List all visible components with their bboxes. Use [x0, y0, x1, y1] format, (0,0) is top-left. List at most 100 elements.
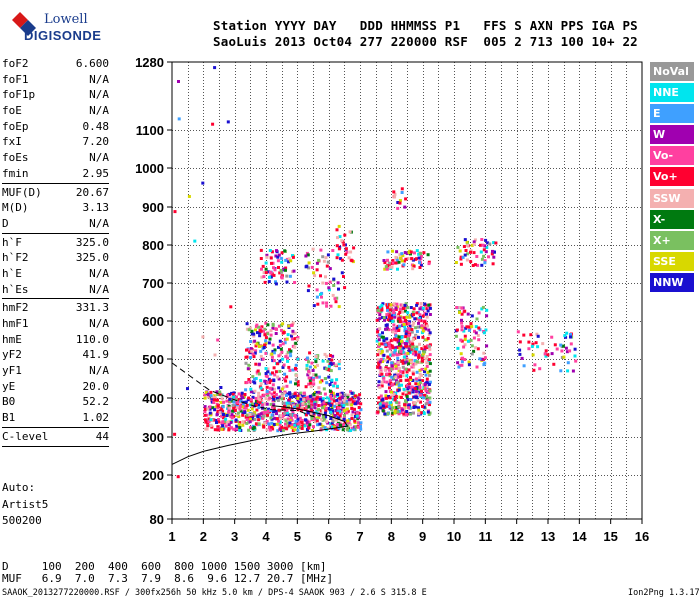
echo-point [410, 328, 414, 331]
echo-point [276, 399, 280, 402]
echo-point [256, 415, 260, 418]
echo-point [282, 385, 286, 389]
echo-point [562, 355, 566, 359]
echo-point [284, 266, 288, 270]
echo-point [520, 356, 524, 360]
echo-point [420, 331, 424, 335]
echo-point [394, 261, 398, 265]
echo-point [413, 387, 417, 390]
echo-point [392, 393, 396, 396]
echo-point [336, 416, 340, 420]
echo-point [257, 413, 261, 417]
echo-point [271, 405, 274, 409]
echo-point [455, 306, 459, 309]
echo-point [340, 271, 344, 275]
echo-point [566, 361, 570, 365]
echo-point [317, 390, 321, 394]
echo-point [223, 412, 227, 416]
echo-point [257, 325, 260, 329]
echo-point [345, 411, 349, 415]
param-separator [2, 232, 109, 234]
echo-point [337, 426, 341, 430]
echo-point [417, 406, 420, 410]
echo-point [398, 324, 401, 328]
echo-point [266, 323, 270, 327]
echo-point [304, 265, 308, 269]
y-tick-label: 200 [142, 468, 164, 483]
echo-point [412, 313, 415, 317]
echo-point [417, 412, 421, 416]
echo-point [279, 352, 282, 356]
param-name: yF2 [2, 348, 22, 362]
echo-point [207, 417, 211, 421]
echo-point [418, 342, 421, 346]
echo-point [492, 241, 496, 245]
echo-point [336, 393, 339, 396]
echo-point [310, 376, 313, 380]
echo-point [490, 252, 494, 256]
echo-point [287, 365, 291, 369]
echo-point [415, 249, 419, 253]
echo-point [325, 354, 329, 358]
echo-point [249, 426, 252, 430]
echo-point [378, 372, 382, 376]
echo-point [268, 381, 272, 385]
echo-point [472, 242, 476, 246]
echo-point [381, 316, 385, 319]
x-tick-label: 15 [603, 529, 617, 544]
echo-point [384, 316, 388, 319]
echo-point [564, 335, 568, 339]
echo-point [351, 396, 355, 400]
echo-point [375, 318, 379, 322]
echo-point [387, 382, 391, 386]
echo-point [397, 329, 401, 332]
echo-point [403, 205, 407, 209]
header-values: SaoLuis 2013 Oct04 277 220000 RSF 005 2 … [213, 34, 638, 49]
echo-point [425, 377, 429, 381]
echo-point [344, 247, 348, 251]
echo-point [249, 390, 253, 394]
echo-point [329, 410, 333, 414]
echo-point [297, 401, 301, 404]
echo-point [425, 361, 429, 365]
param-separator [2, 426, 109, 428]
echo-point [293, 423, 297, 427]
echo-point [410, 385, 414, 389]
echo-point [389, 353, 393, 357]
echo-point [428, 403, 431, 407]
echo-point [318, 380, 322, 384]
echo-point [286, 421, 290, 425]
echo-point [240, 405, 244, 409]
echo-point [411, 379, 415, 382]
echo-point [286, 417, 290, 421]
echo-point [477, 311, 481, 315]
echo-point [344, 252, 348, 256]
echo-point [382, 404, 385, 408]
echo-point [325, 301, 329, 305]
x-tick-label: 5 [294, 529, 301, 544]
echo-point [410, 340, 414, 344]
echo-point [328, 383, 332, 386]
echo-point [341, 428, 345, 432]
echo-point [227, 392, 231, 396]
echo-point [293, 337, 297, 341]
echo-point [285, 375, 289, 379]
echo-point [213, 428, 217, 432]
echo-point [319, 293, 322, 296]
echo-point [262, 424, 266, 428]
echo-point [401, 374, 405, 378]
echo-point [284, 355, 288, 359]
echo-point [278, 359, 282, 363]
echo-point [419, 393, 422, 397]
echo-point [418, 372, 422, 376]
echo-point [219, 401, 223, 404]
echo-point [315, 288, 319, 292]
echo-point [356, 401, 360, 405]
echo-point [388, 401, 392, 405]
echo-point [407, 362, 411, 366]
echo-point [427, 344, 431, 348]
echo-point [394, 375, 398, 379]
param-name: fmin [2, 166, 29, 180]
echo-point [346, 425, 350, 429]
x-tick-label: 16 [635, 529, 649, 544]
